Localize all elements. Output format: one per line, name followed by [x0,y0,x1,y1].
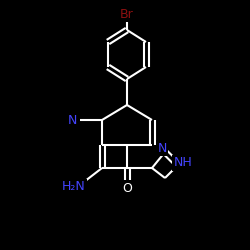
Text: Br: Br [120,8,134,20]
Text: N: N [67,114,77,126]
Text: O: O [122,182,132,194]
Text: NH: NH [174,156,193,170]
Text: N: N [157,142,167,154]
Text: H₂N: H₂N [62,180,86,194]
